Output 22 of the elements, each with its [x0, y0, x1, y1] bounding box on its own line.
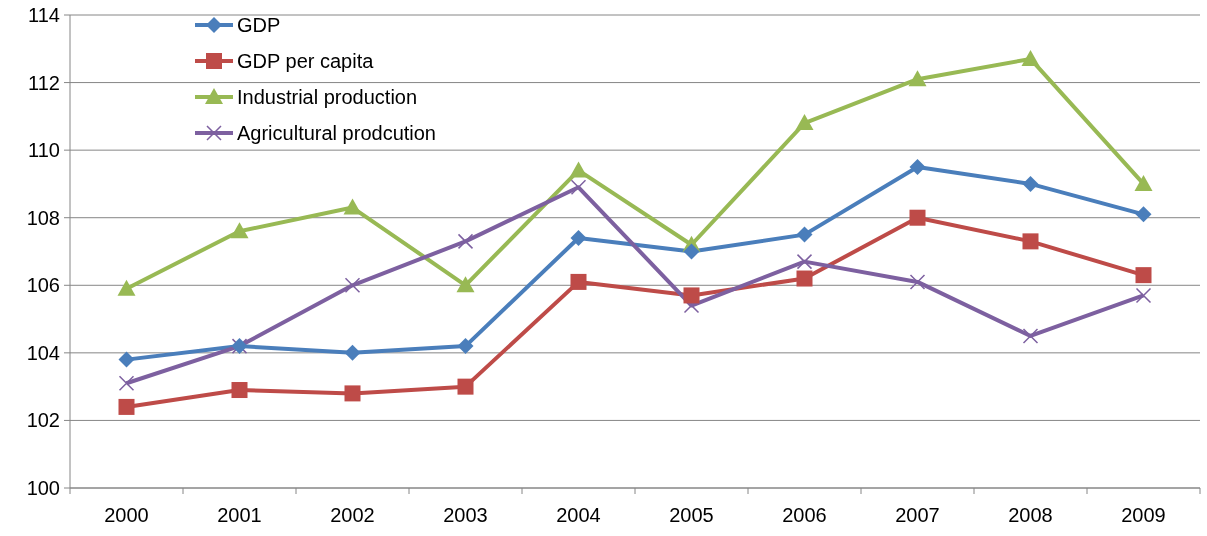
y-tick-label: 108: [26, 206, 60, 229]
legend-label: GDP: [237, 14, 281, 36]
y-tick-label: 114: [28, 4, 60, 26]
legend-label: Agricultural prodcution: [237, 122, 436, 144]
y-tick-label: 110: [28, 139, 60, 162]
y-tick-label: 102: [26, 409, 60, 432]
y-tick-label: 100: [26, 477, 60, 499]
y-tick-label: 104: [26, 341, 60, 364]
legend-label: GDP per capita: [237, 50, 375, 72]
x-tick-label: 2001: [217, 504, 262, 526]
legend-label: Industrial production: [237, 86, 418, 108]
x-tick-label: 2002: [330, 504, 375, 526]
x-tick-label: 2006: [782, 504, 827, 526]
y-tick-label: 106: [26, 274, 60, 297]
x-tick-label: 2009: [1121, 504, 1166, 526]
x-tick-label: 2004: [556, 504, 601, 526]
y-tick-label: 112: [28, 71, 60, 94]
x-tick-label: 2008: [1008, 504, 1053, 526]
x-tick-label: 2005: [669, 504, 714, 526]
x-tick-label: 2000: [104, 504, 149, 526]
x-tick-label: 2007: [895, 504, 940, 526]
x-tick-label: 2003: [443, 504, 488, 526]
